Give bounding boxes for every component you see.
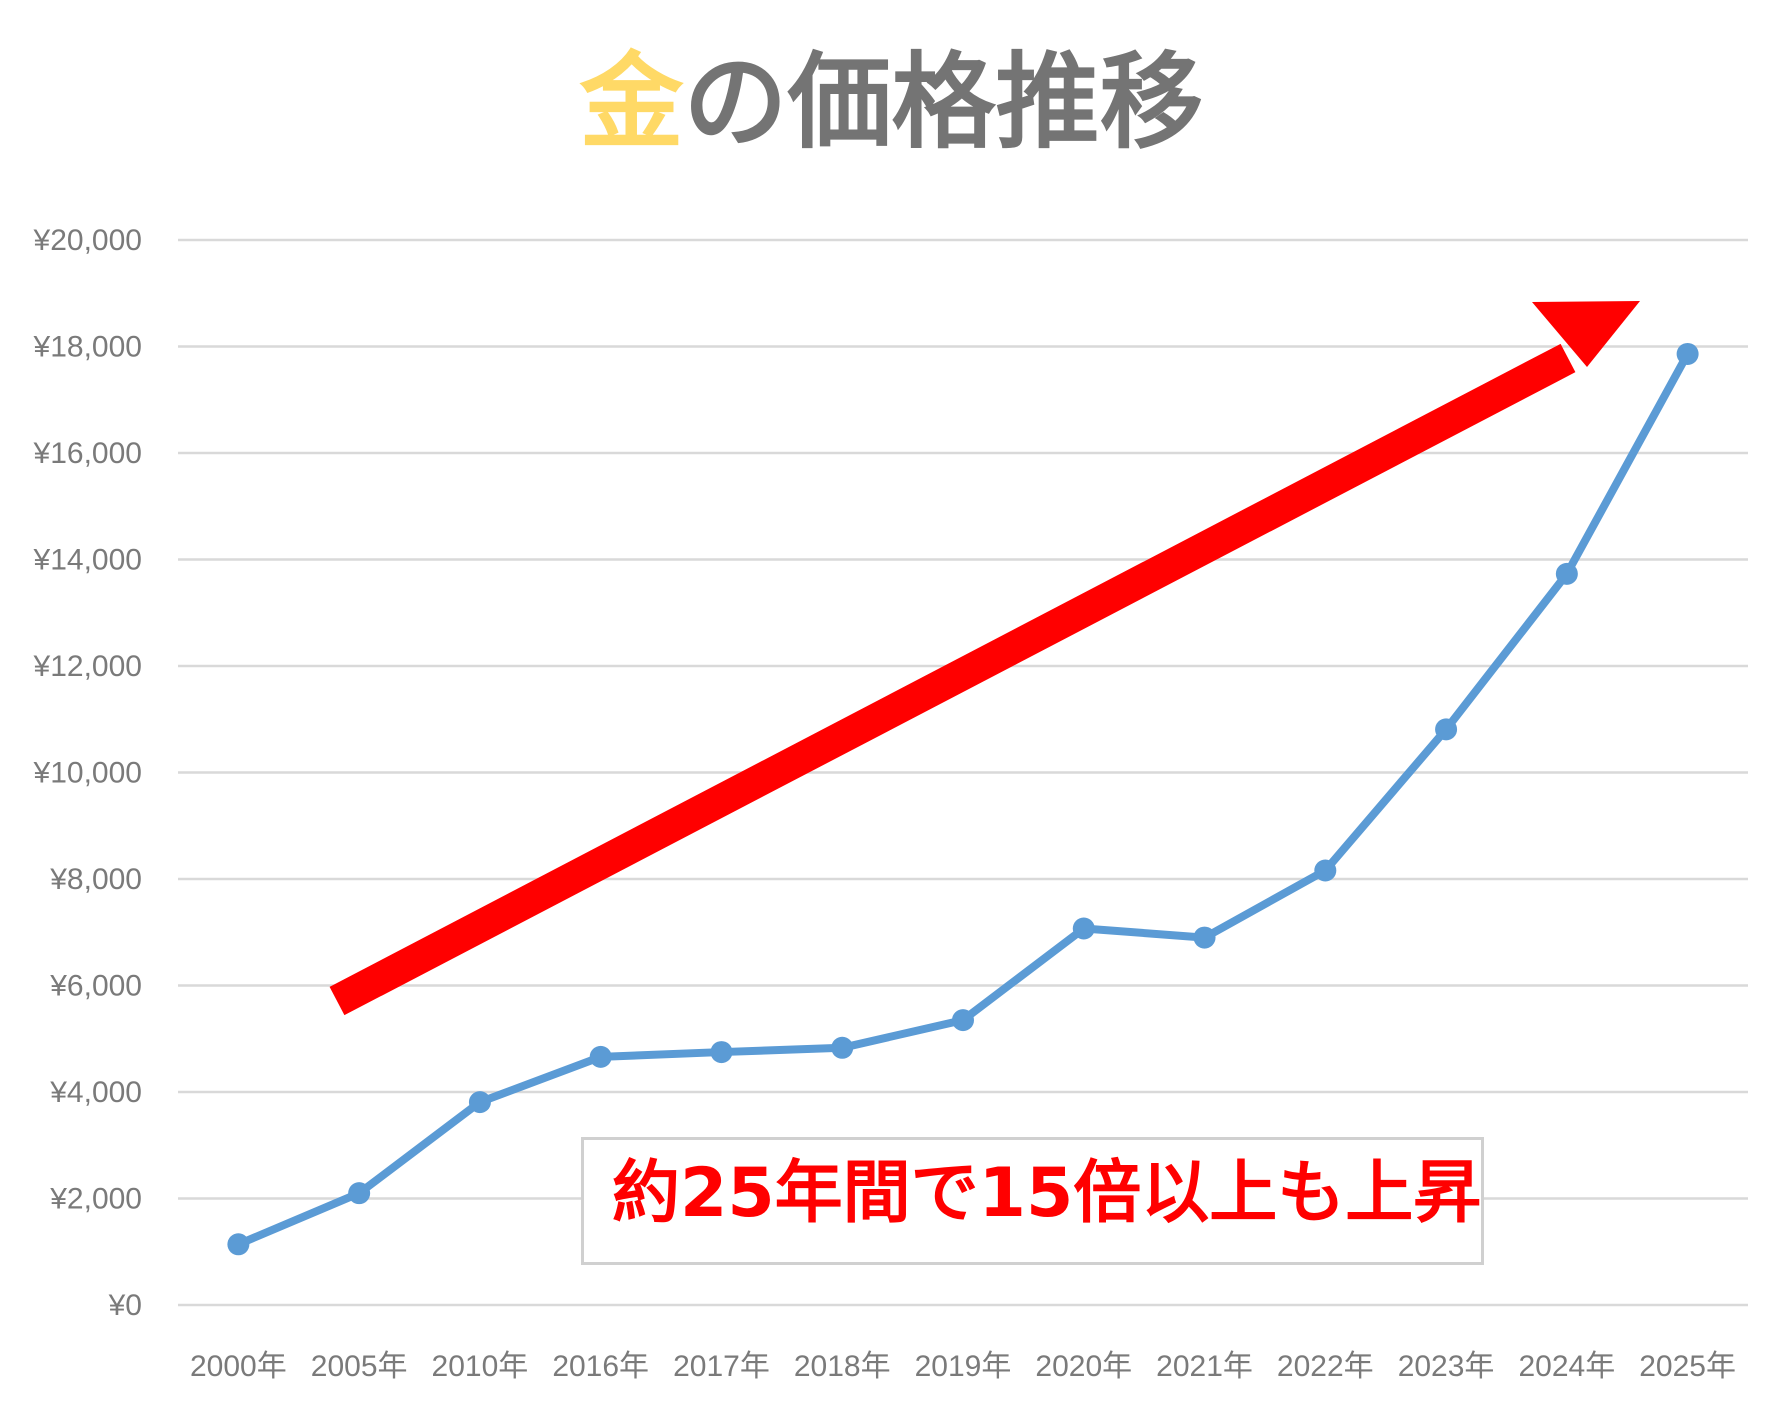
trend-arrow [329, 301, 1640, 1016]
x-tick-label: 2016年 [552, 1350, 649, 1383]
arrow-shaft [329, 343, 1576, 1016]
x-tick-label: 2005年 [311, 1350, 408, 1383]
y-tick-label: ¥14,000 [33, 544, 142, 577]
x-tick-label: 2018年 [794, 1350, 891, 1383]
annotation-box [581, 1137, 1484, 1265]
x-tick-label: 2021年 [1156, 1350, 1253, 1383]
y-tick-label: ¥10,000 [33, 757, 142, 790]
data-point [589, 1045, 612, 1068]
y-tick-label: ¥2,000 [49, 1183, 142, 1216]
y-axis-ticks: ¥0 ¥2,000 ¥4,000 ¥6,000 ¥8,000 ¥10,000 ¥12,000… [33, 224, 142, 1322]
data-point [227, 1233, 250, 1256]
y-tick-label: ¥6,000 [49, 970, 142, 1003]
data-point [952, 1009, 974, 1032]
chart-title: 金の価格推移 [0, 50, 1783, 154]
y-tick-label: ¥4,000 [49, 1076, 142, 1109]
x-tick-label: 2010年 [432, 1350, 529, 1383]
data-point [710, 1041, 733, 1064]
y-tick-label: ¥16,000 [33, 437, 142, 470]
y-tick-label: ¥12,000 [33, 650, 142, 683]
x-tick-label: 2023年 [1398, 1350, 1495, 1383]
annotation-text: 約25年間で15倍以上も上昇 [612, 1154, 1482, 1233]
data-point [1676, 342, 1699, 365]
x-tick-label: 2025年 [1639, 1350, 1736, 1383]
data-point [468, 1091, 491, 1114]
x-tick-label: 2024年 [1518, 1350, 1615, 1383]
title-accent: 金 [579, 41, 684, 163]
data-point [831, 1036, 854, 1059]
data-point [1314, 859, 1337, 882]
x-tick-label: 2000年 [190, 1350, 287, 1383]
arrow-head [1532, 301, 1640, 367]
data-point [1193, 926, 1216, 949]
x-tick-label: 2022年 [1277, 1350, 1374, 1383]
x-axis-ticks: 2000年 2005年 2010年 2016年 2017年 2018年 2019年 2020年… [190, 1350, 1736, 1383]
y-tick-label: ¥18,000 [33, 331, 142, 364]
series-polyline [236, 352, 1692, 1248]
x-tick-label: 2019年 [915, 1350, 1012, 1383]
y-tick-label: ¥0 [108, 1289, 142, 1322]
data-point [1435, 718, 1458, 741]
data-point [1555, 562, 1578, 585]
title-rest: の価格推移 [683, 41, 1204, 163]
series-line [227, 342, 1699, 1256]
y-tick-label: ¥8,000 [49, 863, 142, 896]
y-tick-label: ¥20,000 [33, 224, 142, 257]
x-tick-label: 2020年 [1035, 1350, 1132, 1383]
data-point [348, 1182, 371, 1205]
x-tick-label: 2017年 [673, 1350, 770, 1383]
data-point [1072, 917, 1095, 940]
